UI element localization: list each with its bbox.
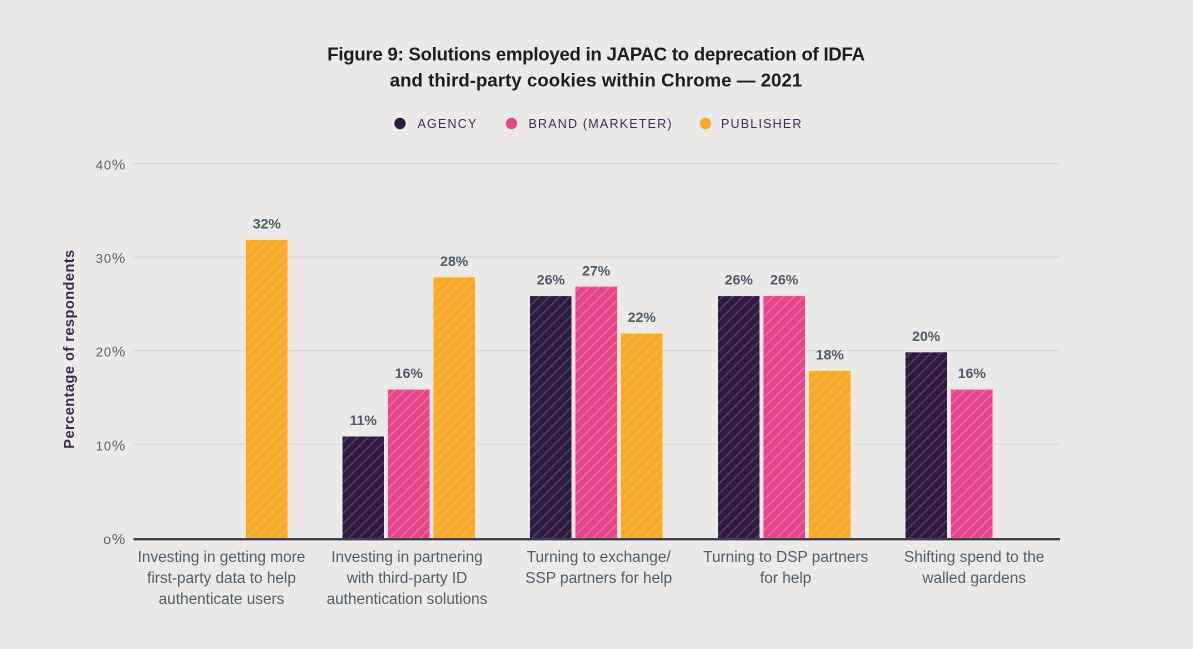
svg-text:Percentage of respondents: Percentage of respondents	[62, 249, 78, 448]
svg-text:16%: 16%	[395, 365, 424, 381]
svg-text:authenticate users: authenticate users	[159, 591, 285, 608]
svg-text:20%: 20%	[912, 328, 941, 344]
svg-text:o%: o%	[103, 531, 126, 548]
svg-text:SSP partners for help: SSP partners for help	[525, 570, 672, 587]
svg-text:28%: 28%	[440, 253, 469, 269]
svg-text:16%: 16%	[958, 365, 987, 381]
svg-text:walled gardens: walled gardens	[921, 570, 1026, 587]
svg-text:for help: for help	[760, 570, 811, 587]
svg-text:10%: 10%	[96, 437, 126, 454]
svg-text:Investing in getting more: Investing in getting more	[138, 549, 306, 566]
svg-text:authentication solutions: authentication solutions	[327, 591, 488, 608]
svg-text:Investing in partnering: Investing in partnering	[331, 549, 482, 566]
svg-text:AGENCY: AGENCY	[418, 117, 478, 131]
svg-text:Turning to exchange/: Turning to exchange/	[527, 549, 672, 566]
svg-text:BRAND (MARKETER): BRAND (MARKETER)	[529, 117, 673, 131]
svg-text:with third-party ID: with third-party ID	[346, 570, 468, 587]
svg-text:Shifting spend to the: Shifting spend to the	[904, 549, 1044, 566]
svg-text:18%: 18%	[816, 347, 845, 363]
svg-text:Turning to DSP partners: Turning to DSP partners	[703, 549, 868, 566]
svg-text:20%: 20%	[96, 344, 126, 361]
svg-text:26%: 26%	[537, 272, 566, 288]
svg-text:40%: 40%	[96, 157, 126, 174]
svg-text:11%: 11%	[350, 412, 378, 428]
svg-text:32%: 32%	[253, 216, 282, 232]
svg-text:22%: 22%	[628, 309, 657, 325]
svg-text:first-party data to help: first-party data to help	[147, 570, 296, 587]
svg-text:and third-party cookies within: and third-party cookies within Chrome — …	[390, 70, 803, 91]
svg-text:26%: 26%	[770, 272, 799, 288]
svg-text:26%: 26%	[725, 272, 754, 288]
svg-text:PUBLISHER: PUBLISHER	[721, 117, 803, 131]
svg-text:30%: 30%	[96, 250, 126, 267]
svg-text:27%: 27%	[582, 262, 611, 278]
svg-text:Figure 9: Solutions employed i: Figure 9: Solutions employed in JAPAC to…	[327, 44, 865, 65]
